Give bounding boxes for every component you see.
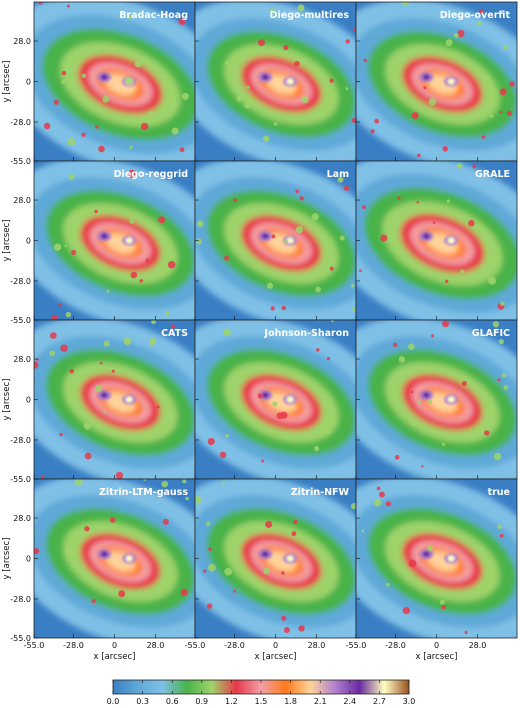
colorbar-tick-label: 0.3 <box>136 697 149 706</box>
panel-title: Bradac-Hoag <box>119 10 188 21</box>
y-tick-label: -55.0 <box>10 634 31 643</box>
y-tick-label: -28.0 <box>10 595 31 604</box>
panel-title: CATS <box>161 328 188 339</box>
colorbar-tick-label: 1.5 <box>255 697 268 706</box>
x-tick-label: -28.0 <box>385 641 406 650</box>
x-tick-label: -28.0 <box>224 641 245 650</box>
y-tick-label: 0 <box>26 555 31 564</box>
x-tick-label: 28.0 <box>469 641 487 650</box>
y-tick-label: -55.0 <box>10 475 31 484</box>
axes: 28.0 0 -28.0 -55.0 y [arcsec] 28.0 0 -28.0 -55.0… <box>2 37 486 662</box>
colorbar-tick-label: 2.4 <box>343 697 356 706</box>
y-axis-label: y [arcsec] <box>2 379 12 421</box>
panel-zitrin-nfw: Zitrin-NFW <box>194 478 357 639</box>
panel-title: Zitrin-NFW <box>291 487 350 498</box>
panel-diego-overfit: Diego-overfit <box>355 1 518 162</box>
y-tick-label: -55.0 <box>10 316 31 325</box>
y-axis-label: y [arcsec] <box>2 61 12 103</box>
panel-title: GRALE <box>475 169 510 180</box>
y-tick-label: -28.0 <box>10 118 31 127</box>
x-axis-label: x [arcsec] <box>416 652 458 662</box>
panel-title: Johnson-Sharon <box>264 328 350 339</box>
panel-glafic: GLAFIC <box>355 319 518 480</box>
y-tick-label: 28.0 <box>13 196 31 205</box>
y-tick-label: -28.0 <box>10 436 31 445</box>
panel-title: Diego-multires <box>270 10 350 21</box>
panel-title: Diego-reggrid <box>114 169 188 180</box>
panel-cats: CATS <box>33 319 196 480</box>
colorbar: 0.0 0.3 0.6 0.9 1.2 1.5 1.8 2.1 2.4 2.7 3.0 <box>107 679 416 706</box>
colorbar-tick-label: 0.0 <box>107 697 120 706</box>
x-tick-label: -28.0 <box>63 641 84 650</box>
y-tick-label: -55.0 <box>10 157 31 166</box>
colorbar-tick-label: 2.1 <box>314 697 327 706</box>
panel-zitrin-ltm-gauss: Zitrin-LTM-gauss <box>33 478 196 639</box>
panel-title: Diego-overfit <box>440 10 511 21</box>
x-axis-label: x [arcsec] <box>255 652 297 662</box>
x-tick-label: 28.0 <box>147 641 165 650</box>
x-tick-label: 0 <box>273 641 278 650</box>
y-tick-label: 0 <box>26 396 31 405</box>
x-tick-label: -55.0 <box>24 641 45 650</box>
y-tick-label: 0 <box>26 78 31 87</box>
panel-diego-reggrid: Diego-reggrid <box>33 160 196 321</box>
y-axis-label: y [arcsec] <box>2 538 12 580</box>
colorbar-tick-label: 1.2 <box>225 697 238 706</box>
y-tick-label: 28.0 <box>13 514 31 523</box>
y-tick-label: 28.0 <box>13 37 31 46</box>
colorbar-tick-label: 0.6 <box>166 697 179 706</box>
y-tick-label: -28.0 <box>10 277 31 286</box>
x-tick-label: 28.0 <box>308 641 326 650</box>
panel-grale: GRALE <box>355 160 518 321</box>
colorbar-tick-label: 1.8 <box>284 697 297 706</box>
panel-grid: Bradac-Hoag Diego-multires Diego-overfit Di… <box>33 1 518 639</box>
panel-title: GLAFIC <box>472 328 510 339</box>
colorbar-tick-label: 0.9 <box>195 697 208 706</box>
panel-lam: Lam <box>194 160 357 321</box>
x-tick-label: 0 <box>112 641 117 650</box>
panel-title: true <box>488 487 510 498</box>
panel-diego-multires: Diego-multires <box>194 1 357 162</box>
x-tick-label: 0 <box>434 641 439 650</box>
x-tick-label: -55.0 <box>185 641 206 650</box>
panel-true: true <box>355 478 518 639</box>
x-axis-label: x [arcsec] <box>94 652 136 662</box>
panel-title: Zitrin-LTM-gauss <box>99 487 188 498</box>
panel-johnson-sharon: Johnson-Sharon <box>194 319 357 480</box>
y-tick-label: 28.0 <box>13 355 31 364</box>
colorbar-tick-label: 3.0 <box>403 697 416 706</box>
panel-title: Lam <box>327 169 349 180</box>
panel-bradac-hoag: Bradac-Hoag <box>33 1 196 162</box>
colorbar-tick-label: 2.7 <box>373 697 386 706</box>
x-tick-label: -55.0 <box>346 641 367 650</box>
y-tick-label: 0 <box>26 237 31 246</box>
y-axis-label: y [arcsec] <box>2 220 12 262</box>
